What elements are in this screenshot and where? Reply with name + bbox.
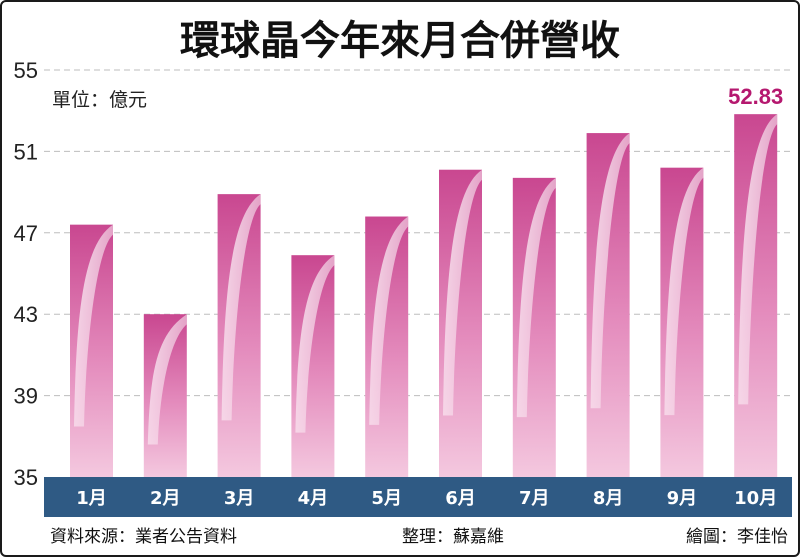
bars: [70, 114, 778, 478]
y-tick-label: 35: [14, 465, 38, 490]
bar-highlight: [295, 255, 335, 433]
y-axis-ticks: 35 39 43 47 51 55: [14, 58, 38, 490]
bar-highlight: [664, 167, 704, 416]
x-category-label: 4月: [298, 488, 329, 509]
x-category-label: 9月: [667, 488, 698, 509]
unit-label: 單位：億元: [52, 89, 147, 111]
bar-highlight: [590, 133, 630, 409]
y-tick-label: 39: [14, 384, 38, 409]
y-tick-label: 47: [14, 221, 38, 246]
data-labels: 52.83: [728, 84, 783, 109]
bar-highlight: [516, 177, 556, 418]
x-category-label: 3月: [224, 488, 255, 509]
chart-title: 環球晶今年來月合併營收: [180, 18, 620, 64]
footer-source: 資料來源：業者公告資料: [50, 527, 237, 547]
x-category-label: 8月: [593, 488, 624, 509]
x-category-label: 7月: [519, 488, 550, 509]
x-category-label: 5月: [371, 488, 402, 509]
x-category-label: 2月: [150, 488, 181, 509]
y-tick-label: 51: [14, 139, 38, 164]
x-axis-categories: 1月 2月 3月 4月 5月 6月 7月 8月 9月 10月: [76, 488, 777, 509]
footer-editor: 整理：蘇嘉維: [402, 527, 504, 547]
bar-highlight: [369, 216, 409, 425]
footer-illustrator: 繪圖：李佳怡: [686, 527, 788, 547]
bar-highlight: [147, 314, 187, 445]
bar-highlight: [443, 169, 482, 416]
bar-highlight: [738, 114, 778, 405]
y-tick-label: 43: [14, 302, 38, 327]
bar-value-label: 52.83: [728, 84, 783, 109]
x-category-label: 1月: [76, 488, 107, 509]
x-axis-band: [44, 477, 792, 517]
x-category-label: 6月: [445, 488, 476, 509]
y-tick-label: 55: [14, 58, 38, 83]
bar-highlight: [74, 224, 113, 427]
x-category-label: 10月: [734, 488, 777, 509]
bar-highlight: [221, 194, 261, 421]
